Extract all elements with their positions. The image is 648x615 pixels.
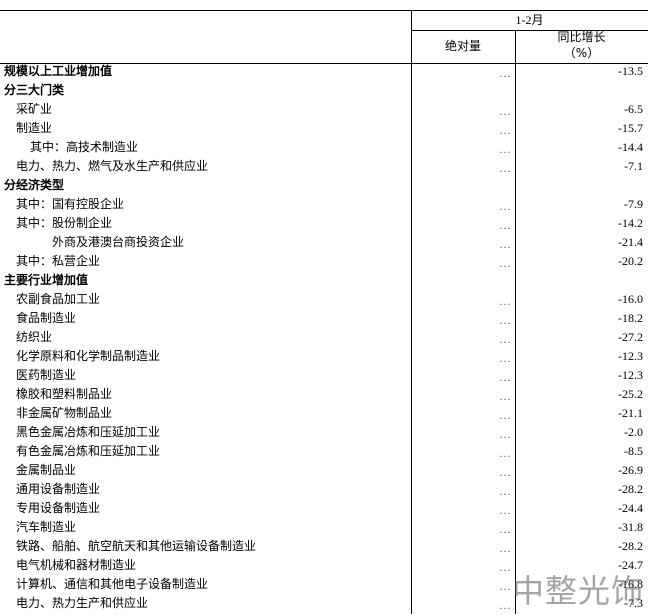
yoy-value: -31.8	[618, 520, 643, 534]
abs-value: …	[499, 408, 511, 422]
row-label: 制造业	[16, 121, 53, 135]
abs-value: …	[499, 389, 511, 403]
yoy-value: -24.7	[618, 558, 643, 572]
row-label: 其中：国有控股企业	[16, 197, 125, 211]
yoy-value: -12.3	[618, 349, 643, 363]
abs-value: …	[499, 598, 511, 612]
row-label: 其中：股份制企业	[16, 216, 113, 230]
abs-value: …	[499, 123, 511, 137]
abs-value: …	[499, 199, 511, 213]
yoy-value: -2.0	[624, 425, 643, 439]
row-label: 电气机械和器材制造业	[16, 558, 137, 572]
row-label: 铁路、船舶、航空航天和其他运输设备制造业	[16, 539, 257, 553]
row-label: 采矿业	[16, 102, 53, 116]
row-label: 纺织业	[16, 330, 53, 344]
abs-value: …	[499, 541, 511, 555]
abs-value: …	[499, 351, 511, 365]
abs-value: …	[499, 503, 511, 517]
yoy-value: -18.2	[618, 311, 643, 325]
row-label: 农副食品加工业	[16, 292, 101, 306]
yoy-value: -21.1	[618, 406, 643, 420]
yoy-value: -28.2	[618, 482, 643, 496]
abs-value: …	[499, 256, 511, 270]
abs-value: …	[499, 313, 511, 327]
yoy-value: -6.5	[624, 102, 643, 116]
abs-value: …	[499, 484, 511, 498]
row-label: 有色金属冶炼和压延加工业	[16, 444, 161, 458]
abs-value: …	[499, 427, 511, 441]
abs-value: …	[499, 104, 511, 118]
yoy-value: -24.4	[618, 501, 643, 515]
rule	[515, 30, 516, 614]
yoy-value: -25.2	[618, 387, 643, 401]
row-label: 分三大门类	[4, 83, 65, 97]
row-label: 电力、热力、燃气及水生产和供应业	[16, 159, 209, 173]
abs-value: …	[499, 237, 511, 251]
yoy-value: -7.3	[624, 596, 643, 610]
row-label: 通用设备制造业	[16, 482, 101, 496]
yoy-value: -16.0	[618, 292, 643, 306]
rule	[0, 10, 648, 11]
abs-value: …	[499, 142, 511, 156]
row-label: 其中：私营企业	[16, 254, 101, 268]
abs-value: …	[499, 294, 511, 308]
yoy-value: -7.1	[624, 159, 643, 173]
row-label: 专用设备制造业	[16, 501, 101, 515]
row-label: 电力、热力生产和供应业	[16, 596, 149, 610]
row-label: 汽车制造业	[16, 520, 77, 534]
yoy-value: -16.8	[618, 577, 643, 591]
yoy-value: -21.4	[618, 235, 643, 249]
col-yoy: 同比增长	[557, 30, 606, 44]
yoy-value: -7.9	[624, 197, 643, 211]
row-label: 分经济类型	[4, 178, 65, 192]
row-label: 食品制造业	[16, 311, 77, 325]
row-label: 医药制造业	[16, 368, 77, 382]
rule	[411, 30, 648, 31]
abs-value: …	[499, 218, 511, 232]
abs-value: …	[499, 522, 511, 536]
yoy-value: -12.3	[618, 368, 643, 382]
abs-value: …	[499, 465, 511, 479]
abs-value: …	[499, 332, 511, 346]
abs-value: …	[499, 579, 511, 593]
period: 1-2月	[515, 13, 544, 27]
yoy-value: -14.4	[618, 140, 643, 154]
yoy-value: -14.2	[618, 216, 643, 230]
watermark: 中整光饰	[512, 572, 645, 610]
rule	[411, 10, 412, 614]
row-label: 外商及港澳台商投资企业	[52, 235, 185, 249]
yoy-value: -20.2	[618, 254, 643, 268]
yoy-value: -8.5	[624, 444, 643, 458]
yoy-value: -28.2	[618, 539, 643, 553]
row-label: 黑色金属冶炼和压延加工业	[16, 425, 161, 439]
row-label: 主要行业增加值	[4, 273, 89, 287]
row-label: 计算机、通信和其他电子设备制造业	[16, 577, 209, 591]
yoy-value: -26.9	[618, 463, 643, 477]
row-label: 规模以上工业增加值	[4, 64, 113, 78]
row-label: 橡胶和塑料制品业	[16, 387, 113, 401]
yoy-value: -15.7	[618, 121, 643, 135]
yoy-value: -27.2	[618, 330, 643, 344]
rule	[0, 63, 648, 64]
col-yoy-unit: （%）	[563, 46, 600, 60]
row-label: 化学原料和化学制品制造业	[16, 349, 161, 363]
row-label: 其中：高技术制造业	[30, 140, 139, 154]
abs-value: …	[499, 161, 511, 175]
abs-value: …	[499, 560, 511, 574]
abs-value: …	[499, 66, 511, 80]
col-abs: 绝对量	[444, 39, 481, 53]
row-label: 金属制品业	[16, 463, 77, 477]
abs-value: …	[499, 446, 511, 460]
yoy-value: -13.5	[618, 64, 643, 78]
row-label: 非金属矿物制品业	[16, 406, 113, 420]
abs-value: …	[499, 370, 511, 384]
